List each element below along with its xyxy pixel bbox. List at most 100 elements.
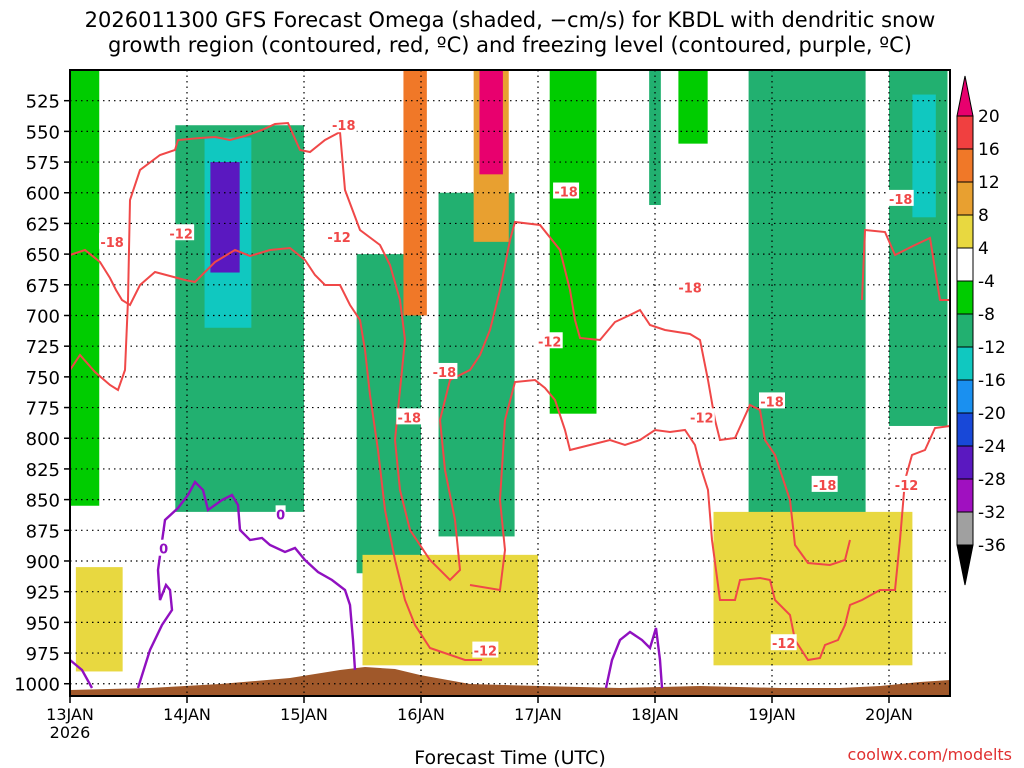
x-tick-label-19JAN: 19JAN xyxy=(748,705,796,724)
dendritic-contour-4 xyxy=(469,378,951,662)
terrain-layer xyxy=(70,667,950,696)
colorbar-bin-12 xyxy=(956,478,974,513)
freezing-label-0: 0 xyxy=(159,543,168,558)
dendritic-label-bg-10 xyxy=(688,408,715,425)
x-tick-label-15JAN: 15JAN xyxy=(280,705,328,724)
dendritic-label-10: -12 xyxy=(690,411,714,426)
dendritic-label-5: -18 xyxy=(398,411,422,426)
colorbar-bin-2 xyxy=(956,148,974,183)
dendritic-label-bg-7 xyxy=(553,182,580,199)
dendritic-label-bg-11 xyxy=(759,392,785,409)
x-tick-label-14JAN: 14JAN xyxy=(163,705,211,724)
dendritic-label-2: -18 xyxy=(332,119,356,134)
dendritic-label-bg-1 xyxy=(168,224,195,241)
y-tick-label-700: 700 xyxy=(26,306,60,327)
colorbar-bottom-arrow xyxy=(956,544,974,586)
dendritic-label-13: -18 xyxy=(813,479,837,494)
omega-region-16 xyxy=(362,554,538,666)
y-tick-label-575: 575 xyxy=(26,153,60,174)
x-tick-label-16JAN: 16JAN xyxy=(397,705,445,724)
colorbar-label-12: 12 xyxy=(978,173,1000,193)
colorbar-label-20: 20 xyxy=(978,107,1000,127)
dendritic-contour-3 xyxy=(339,131,851,582)
colorbar-bin-8 xyxy=(956,346,974,381)
colorbar-bin-9 xyxy=(956,379,974,414)
dendritic-label-bg-4 xyxy=(431,362,458,379)
dendritic-label-0: -18 xyxy=(100,236,124,251)
x-tick-label-20JAN: 20JAN xyxy=(865,705,913,724)
dendritic-label-bg-5 xyxy=(396,408,423,425)
colorbar-label--8: -8 xyxy=(978,305,995,325)
dendritic-label-12: -12 xyxy=(772,637,796,652)
colorbar-label--32: -32 xyxy=(978,503,1006,523)
colorbar-label--12: -12 xyxy=(978,338,1006,358)
dendritic-contour-5 xyxy=(861,228,950,301)
dendritic-label-bg-8 xyxy=(536,332,563,349)
colorbar-bin-13 xyxy=(956,511,974,546)
dendritic-contour-2 xyxy=(69,246,482,661)
omega-region-9 xyxy=(549,70,597,414)
colorbar-bin-4 xyxy=(956,214,974,249)
dendritic-label-bg-13 xyxy=(811,475,838,492)
dendritic-label-8: -12 xyxy=(538,335,562,350)
omega-region-12 xyxy=(748,70,866,525)
freezing-label-bg-1 xyxy=(275,505,286,522)
colorbar-label--24: -24 xyxy=(978,437,1006,457)
y-tick-label-550: 550 xyxy=(26,122,60,143)
omega-region-7 xyxy=(479,70,503,175)
x-tick-label-18JAN: 18JAN xyxy=(631,705,679,724)
freezing-label-1: 0 xyxy=(276,508,285,523)
y-tick-label-925: 925 xyxy=(26,583,60,604)
dendritic-label-6: -12 xyxy=(474,645,498,660)
colorbar-label-16: 16 xyxy=(978,140,1000,160)
dendritic-label-3: -12 xyxy=(327,231,351,246)
colorbar-bin-5 xyxy=(956,247,974,282)
x-tick-label-13JAN: 13JAN xyxy=(46,705,94,724)
omega-region-10 xyxy=(649,70,661,206)
x-tick-label-17JAN: 17JAN xyxy=(514,705,562,724)
dendritic-label-bg-2 xyxy=(330,116,357,133)
freezing-level-contour-1 xyxy=(69,480,357,689)
chart-title-line-1: 2026011300 GFS Forecast Omega (shaded, −… xyxy=(85,8,936,32)
dendritic-label-bg-14 xyxy=(887,189,914,206)
credit-text: coolwx.com/modelts xyxy=(848,745,1012,764)
omega-region-11 xyxy=(678,70,708,144)
y-tick-label-775: 775 xyxy=(26,399,60,420)
dendritic-label-4: -18 xyxy=(433,366,457,381)
colorbar-bin-6 xyxy=(956,280,974,315)
dendritic-label-11: -18 xyxy=(760,395,784,410)
colorbar-bin-3 xyxy=(956,181,974,216)
y-tick-label-900: 900 xyxy=(26,552,60,573)
omega-region-17 xyxy=(75,567,123,672)
y-tick-label-625: 625 xyxy=(26,214,60,235)
dendritic-label-bg-3 xyxy=(326,227,353,244)
dendritic-label-bg-9 xyxy=(677,278,704,295)
dendritic-label-bg-12 xyxy=(770,634,797,651)
freezing-level-contour-2 xyxy=(604,627,664,689)
colorbar-label-8: 8 xyxy=(978,206,989,226)
chart-title-line-2: growth region (contoured, red, ºC) and f… xyxy=(108,33,912,57)
x-axis-year-label: 2026 xyxy=(50,723,91,742)
dendritic-label-9: -18 xyxy=(678,281,702,296)
y-tick-label-600: 600 xyxy=(26,184,60,205)
y-tick-label-850: 850 xyxy=(26,491,60,512)
omega-region-15 xyxy=(713,511,913,666)
colorbar-bin-11 xyxy=(956,445,974,480)
ground-terrain xyxy=(70,667,950,696)
contour-layer xyxy=(69,121,951,689)
dendritic-label-bg-15 xyxy=(893,475,920,492)
colorbar-label--36: -36 xyxy=(978,536,1006,556)
colorbar-bin-1 xyxy=(956,115,974,150)
x-axis: 13JAN 14JAN 15JAN 16JAN 17JAN 18JAN 19JAN 20JAN xyxy=(46,696,913,724)
colorbar-label--28: -28 xyxy=(978,470,1006,490)
y-tick-label-825: 825 xyxy=(26,460,60,481)
colorbar-label--16: -16 xyxy=(978,371,1006,391)
colorbar-label--4: -4 xyxy=(978,272,995,292)
y-axis: 525 550 575 600 625 650 675 700 725 750 775 800 825 8… xyxy=(14,92,70,696)
omega-region-14 xyxy=(912,94,936,218)
dendritic-label-1: -12 xyxy=(169,227,193,242)
y-tick-label-525: 525 xyxy=(26,92,60,113)
y-tick-label-750: 750 xyxy=(26,368,60,389)
colorbar: 20 16 12 8 4 -4 -8 -12 -16 -20 -24 -28 -32 -36 xyxy=(956,75,1006,586)
